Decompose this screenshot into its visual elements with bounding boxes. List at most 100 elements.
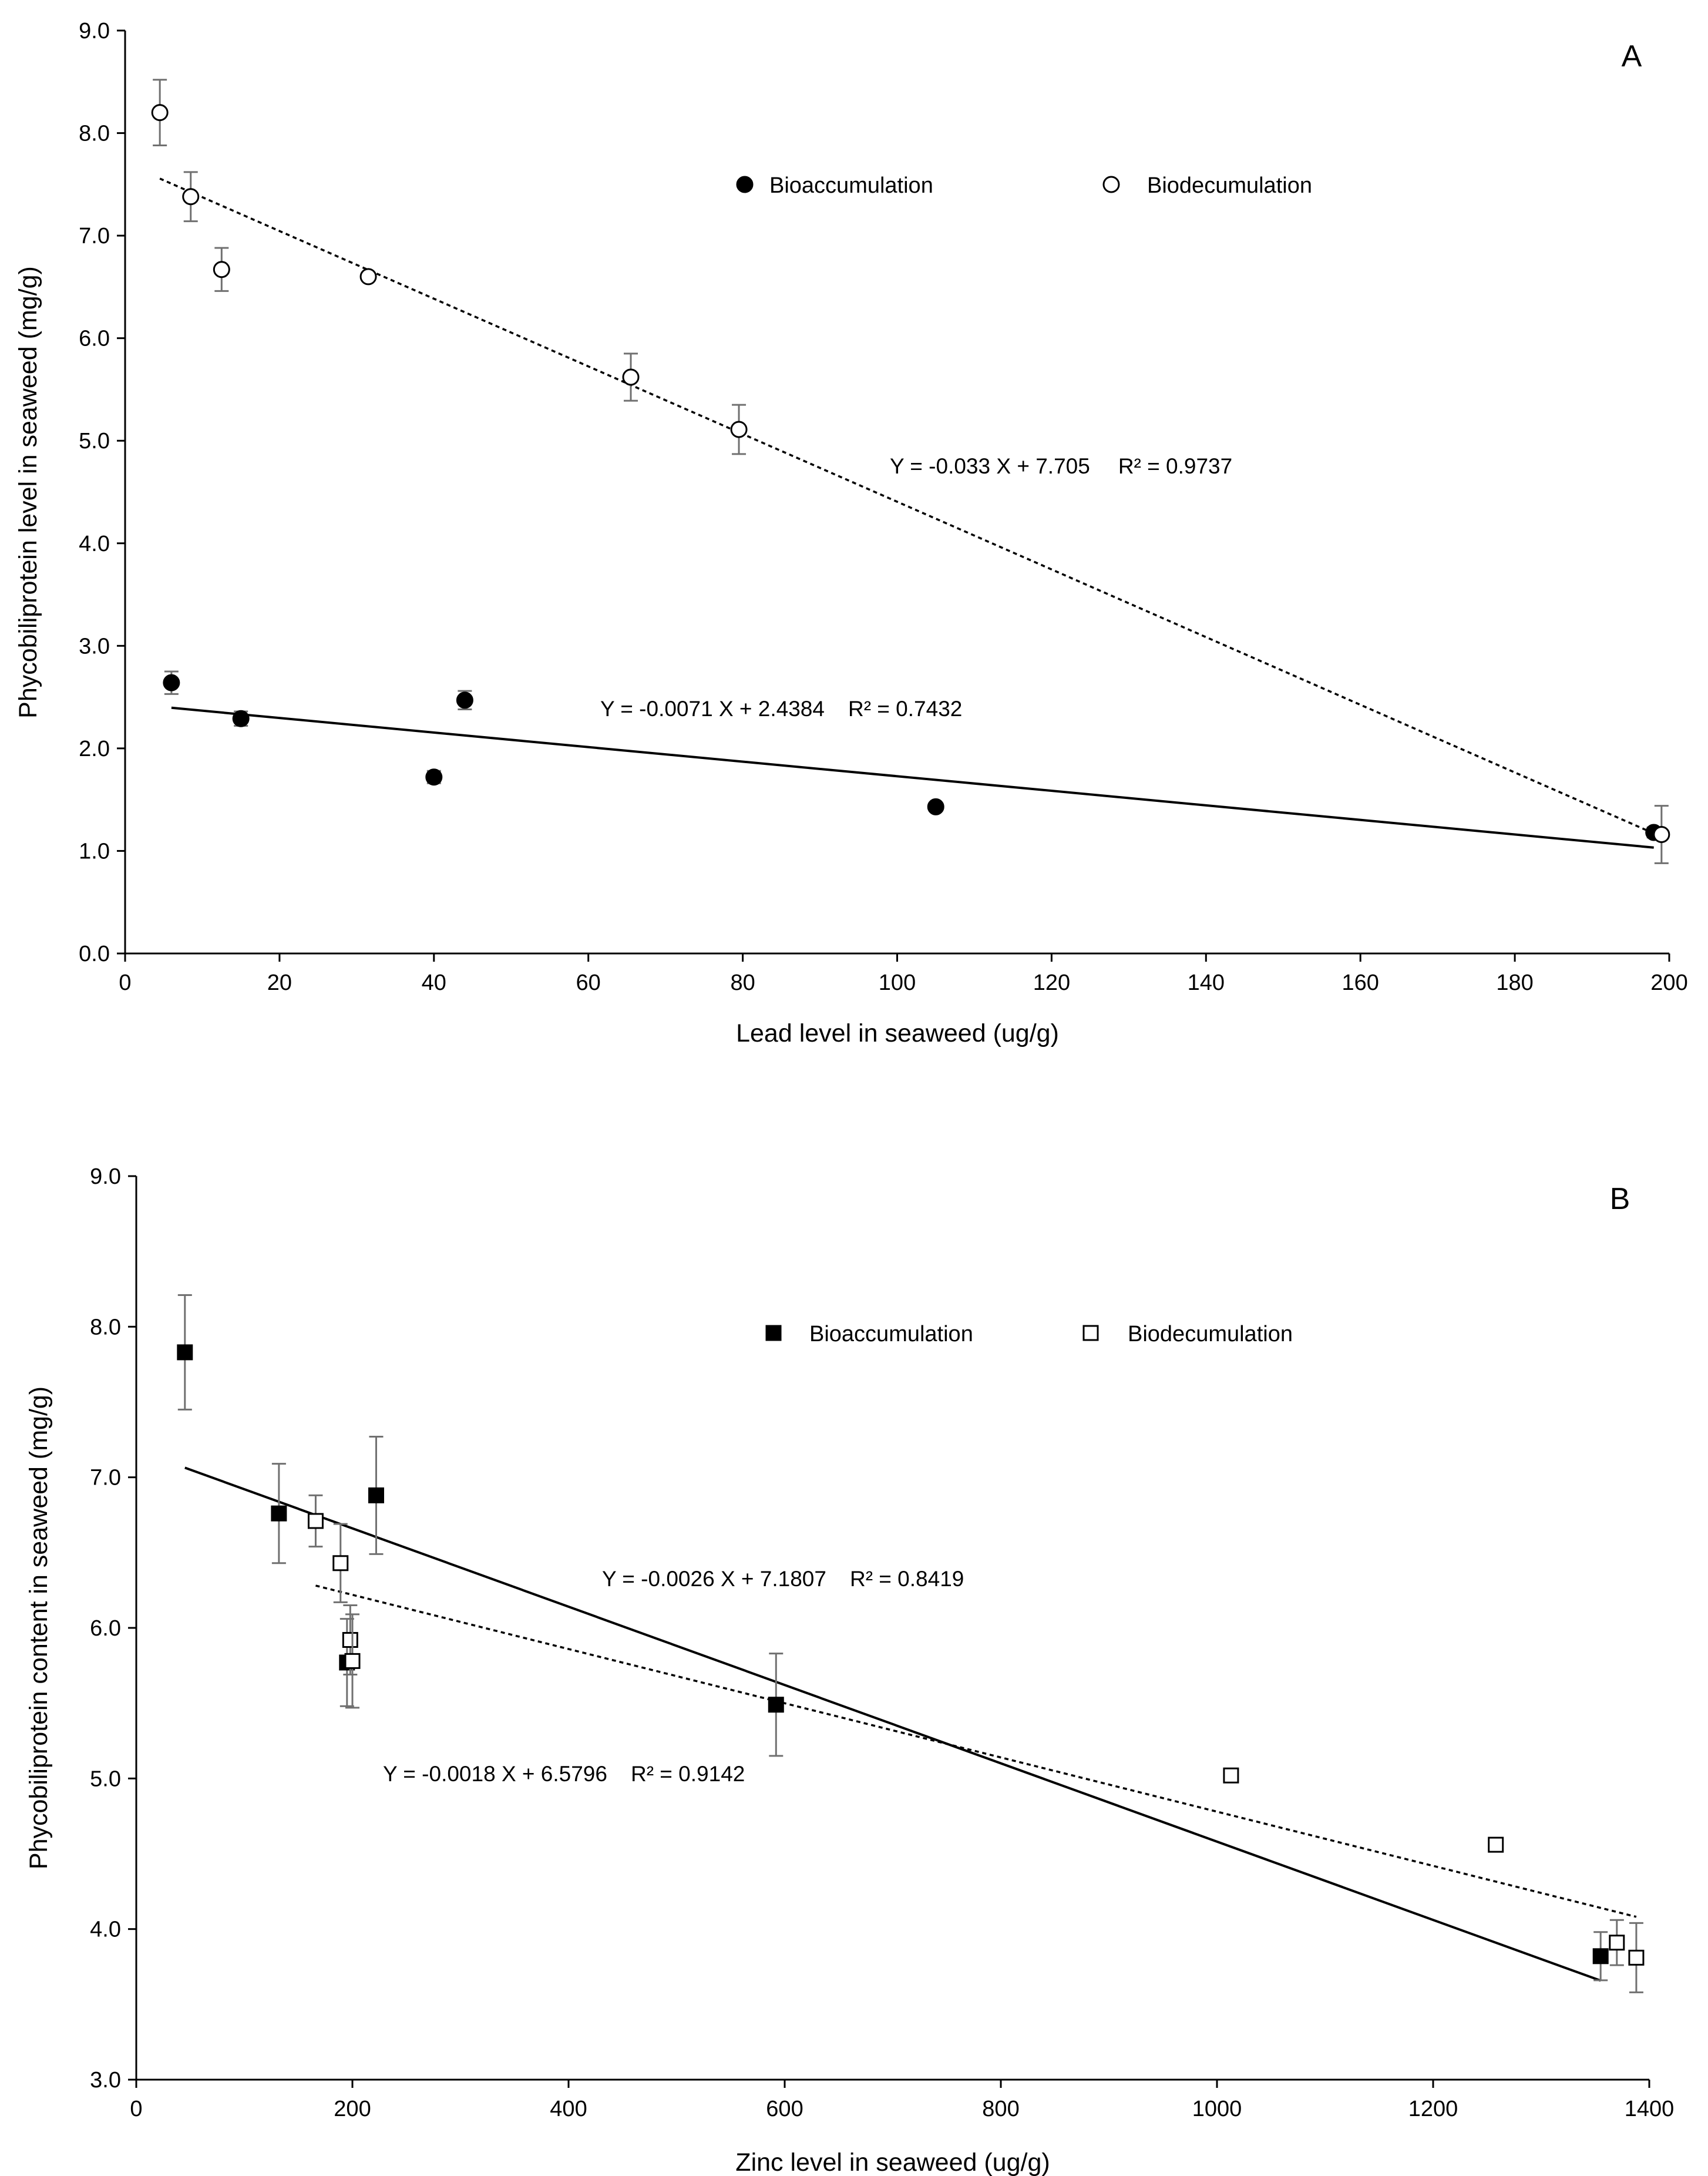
data-point-bioaccumulation — [768, 1697, 784, 1713]
equation-text: Y = -0.0071 X + 2.4384 — [600, 697, 825, 721]
chart-panel-b: 0 200 400 600 800 1000 1200 1400 3.0 4.0 5.0 6.0 7.0… — [25, 1164, 1674, 2176]
x-tick-label: 140 — [1188, 971, 1225, 995]
legend-marker-biodecumulation — [1102, 176, 1120, 193]
trendlines — [159, 177, 1662, 849]
x-axis-title: Zinc level in seaweed (ug/g) — [735, 2148, 1050, 2176]
data-point-bioaccumulation — [232, 710, 250, 727]
x-tick-label: 0 — [130, 2097, 142, 2121]
data-point-biodecumulation — [622, 368, 640, 386]
data-point-biodecumulation — [359, 268, 377, 286]
trendline-equation-bioaccumulation: Y = -0.0026 X + 7.1807 R² = 0.8419 — [602, 1567, 964, 1591]
y-tick-label: 3.0 — [90, 2068, 121, 2093]
trendlines — [184, 1466, 1637, 1982]
x-tick-label: 120 — [1033, 971, 1070, 995]
y-tick-label: 4.0 — [90, 1918, 121, 1942]
data-point-biodecumulation — [213, 261, 230, 278]
legend-marker-biodecumulation — [1082, 1325, 1099, 1341]
equation-text: Y = -0.0018 X + 6.5796 — [383, 1762, 607, 1786]
y-tick-label: 0.0 — [79, 942, 110, 966]
x-tick-label: 200 — [334, 2097, 371, 2121]
y-tick-label: 8.0 — [79, 122, 110, 146]
data-point-biodecumulation — [151, 104, 169, 122]
panel-label: A — [1622, 39, 1642, 73]
data-point-biodecumulation — [730, 421, 748, 438]
x-tick-label: 1200 — [1408, 2097, 1458, 2121]
chart-panel-a: 0 20 40 60 80 100 120 140 160 180 200 0.0 1.0 2.0 3.0 4… — [14, 19, 1688, 1047]
data-point-bioaccumulation — [271, 1505, 287, 1522]
data-points — [151, 79, 1670, 864]
legend-label-biodecumulation: Biodecumulation — [1128, 1322, 1293, 1346]
y-tick-label: 2.0 — [79, 737, 110, 761]
data-point-bioaccumulation — [368, 1487, 384, 1503]
data-point-biodecumulation — [1653, 826, 1670, 844]
x-tick-label: 600 — [766, 2097, 803, 2121]
data-point-bioaccumulation — [425, 768, 443, 786]
y-axis-title: Phycobiliprotein content in seaweed (mg/… — [25, 1386, 53, 1869]
data-point-biodecumulation — [1628, 1949, 1645, 1966]
legend: Bioaccumulation Biodecumulation — [765, 1322, 1293, 1346]
r-squared-text: R² = 0.9142 — [631, 1762, 745, 1786]
y-tick-label: 5.0 — [79, 429, 110, 454]
x-tick-label: 1000 — [1192, 2097, 1242, 2121]
x-tick-label: 100 — [879, 971, 916, 995]
y-tick-label: 1.0 — [79, 839, 110, 864]
x-tick-label: 1400 — [1625, 2097, 1675, 2121]
axis-ticks: 0 200 400 600 800 1000 1200 1400 3.0 4.0 5.0 6.0 7.0… — [90, 1164, 1674, 2121]
data-point-bioaccumulation — [163, 674, 180, 691]
x-tick-label: 80 — [730, 971, 755, 995]
trendline-bioaccumulation — [184, 1466, 1601, 1982]
y-tick-label: 5.0 — [90, 1767, 121, 1791]
x-tick-label: 40 — [422, 971, 446, 995]
x-tick-label: 800 — [982, 2097, 1019, 2121]
legend-marker-bioaccumulation — [765, 1325, 782, 1341]
y-tick-label: 3.0 — [79, 634, 110, 659]
trendline-biodecumulation — [315, 1584, 1637, 1918]
r-squared-text: R² = 0.8419 — [850, 1567, 964, 1591]
data-point-biodecumulation — [344, 1653, 361, 1669]
x-tick-label: 0 — [119, 971, 131, 995]
trendline-equation-biodecumulation: Y = -0.0018 X + 6.5796 R² = 0.9142 — [383, 1762, 745, 1786]
trendline-biodecumulation — [159, 177, 1662, 838]
data-point-bioaccumulation — [1592, 1948, 1609, 1965]
legend-marker-bioaccumulation — [736, 176, 754, 193]
legend-label-bioaccumulation: Bioaccumulation — [809, 1322, 973, 1346]
x-tick-label: 160 — [1341, 971, 1378, 995]
data-point-bioaccumulation — [927, 798, 944, 815]
x-tick-label: 20 — [267, 971, 292, 995]
y-tick-label: 8.0 — [90, 1315, 121, 1339]
y-tick-label: 6.0 — [90, 1616, 121, 1641]
legend: Bioaccumulation Biodecumulation — [736, 173, 1312, 198]
legend-label-bioaccumulation: Bioaccumulation — [769, 173, 933, 198]
legend-label-biodecumulation: Biodecumulation — [1147, 173, 1312, 198]
y-tick-label: 9.0 — [90, 1164, 121, 1189]
x-axis-title: Lead level in seaweed (ug/g) — [736, 1019, 1059, 1047]
data-point-biodecumulation — [332, 1555, 349, 1571]
x-tick-label: 400 — [550, 2097, 587, 2121]
data-point-biodecumulation — [1223, 1767, 1239, 1784]
equation-text: Y = -0.0026 X + 7.1807 — [602, 1567, 826, 1591]
x-tick-label: 60 — [576, 971, 601, 995]
y-axis-title: Phycobiliprotein level in seaweed (mg/g) — [14, 266, 42, 718]
y-tick-label: 4.0 — [79, 532, 110, 556]
x-tick-label: 200 — [1650, 971, 1687, 995]
equation-text: Y = -0.033 X + 7.705 — [890, 454, 1090, 478]
y-tick-label: 7.0 — [90, 1466, 121, 1490]
y-tick-label: 6.0 — [79, 327, 110, 351]
y-tick-label: 9.0 — [79, 19, 110, 43]
data-point-biodecumulation — [1488, 1836, 1504, 1853]
r-squared-text: R² = 0.9737 — [1118, 454, 1232, 478]
data-point-biodecumulation — [342, 1632, 358, 1648]
axis-ticks: 0 20 40 60 80 100 120 140 160 180 200 0.0 1.0 2.0 3.0 4… — [79, 19, 1688, 995]
data-points — [177, 1294, 1645, 1993]
r-squared-text: R² = 0.7432 — [848, 697, 962, 721]
data-point-biodecumulation — [307, 1513, 324, 1529]
data-point-biodecumulation — [182, 188, 200, 206]
trendline-equation-bioaccumulation: Y = -0.0071 X + 2.4384 R² = 0.7432 — [600, 697, 962, 721]
trendline-equation-biodecumulation: Y = -0.033 X + 7.705 R² = 0.9737 — [890, 454, 1232, 478]
panel-label: B — [1610, 1182, 1630, 1216]
data-point-biodecumulation — [1609, 1935, 1625, 1951]
trendline-bioaccumulation — [171, 706, 1654, 849]
data-point-bioaccumulation — [456, 691, 473, 709]
y-tick-label: 7.0 — [79, 224, 110, 249]
